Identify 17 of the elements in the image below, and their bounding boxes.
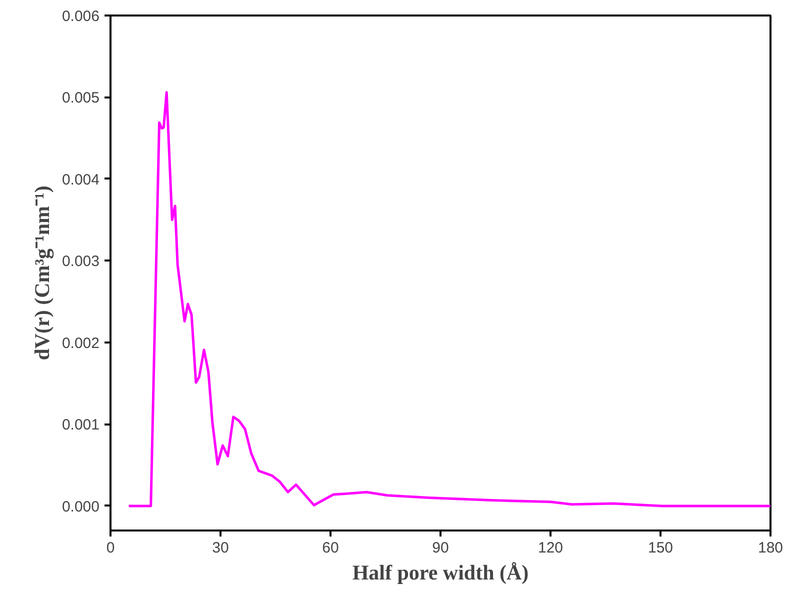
x-axis-title: Half pore width (Å) [352, 560, 529, 584]
x-tick-label: 90 [432, 540, 449, 556]
y-tick-label: 0.006 [62, 8, 100, 25]
x-tick-label: 120 [538, 540, 564, 556]
y-tick-label: 0.001 [62, 416, 100, 434]
x-tick-label: 180 [758, 540, 784, 556]
x-tick-label: 60 [322, 540, 339, 556]
x-tick-label: 30 [212, 540, 229, 556]
y-tick-label: 0.005 [62, 90, 100, 107]
y-tick-label: 0.004 [62, 171, 100, 188]
line-series [128, 91, 770, 508]
y-axis-title: dV(r) (Cm³g⁻¹nm⁻¹) [30, 186, 54, 360]
y-tick-label: 0.002 [62, 334, 100, 352]
x-tick-label: 150 [648, 540, 674, 556]
y-tick-label: 0.003 [62, 253, 100, 270]
y-tick-label: 0.000 [62, 498, 100, 516]
x-tick-label: 0 [106, 540, 115, 556]
